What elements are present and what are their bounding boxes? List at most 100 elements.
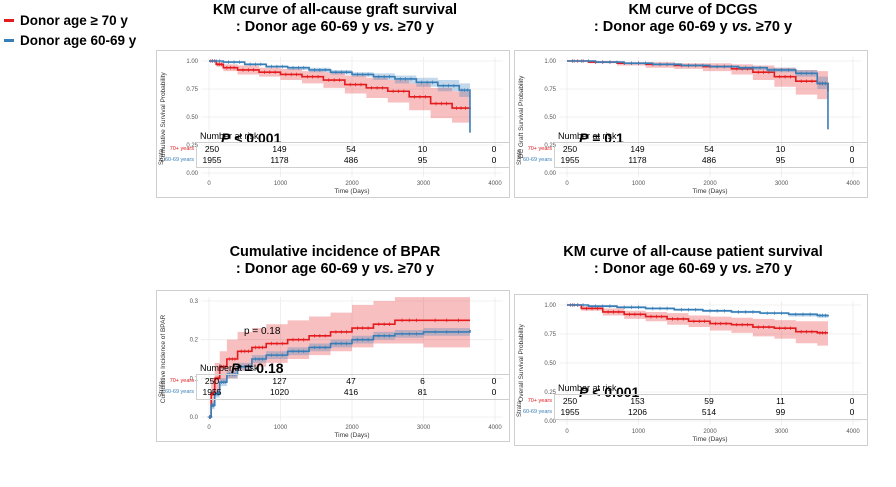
censor-mark xyxy=(456,330,461,334)
censor-mark xyxy=(658,306,662,311)
y-axis-title: DC Graft Survival Probability xyxy=(518,75,525,158)
risk-cell: 0 xyxy=(850,396,855,406)
censor-mark xyxy=(590,306,594,311)
chart-panel-bpar: Cumulative incidence of BPAR: Donor age … xyxy=(156,244,514,442)
x-tick-label: 4000 xyxy=(846,181,860,187)
censor-mark xyxy=(260,357,265,361)
censor-mark xyxy=(232,60,236,64)
x-tick-label: 1000 xyxy=(632,181,646,187)
censor-mark xyxy=(289,72,294,77)
strata-name-0: 70+ years xyxy=(528,146,552,152)
risk-cell-value: 99 xyxy=(775,407,786,417)
censor-mark xyxy=(323,68,327,72)
censor-mark xyxy=(801,312,805,317)
censor-mark xyxy=(722,64,727,69)
chart-title: KM curve of DCGS: Donor age 60-69 y vs. … xyxy=(514,2,872,36)
x-tick-label: 4000 xyxy=(488,181,502,187)
censor-mark xyxy=(654,314,659,319)
censor-mark xyxy=(433,330,437,334)
censor-mark xyxy=(615,60,619,64)
confidence-band xyxy=(209,61,470,97)
x-tick-label: 3000 xyxy=(417,425,431,431)
censor-mark xyxy=(779,68,784,72)
censor-mark xyxy=(810,71,814,76)
censor-mark xyxy=(735,67,739,71)
chart-title-prefix: : Donor age 60-69 y xyxy=(235,19,374,35)
censor-mark xyxy=(454,106,459,110)
censor-mark xyxy=(318,334,322,338)
risk-cell: 10 xyxy=(418,144,427,154)
censor-mark xyxy=(253,62,258,67)
censor-mark xyxy=(233,357,237,361)
risk-cell: 0 xyxy=(492,387,497,397)
censor-mark xyxy=(452,83,456,88)
risk-cell-value: 486 xyxy=(343,155,359,165)
censor-mark xyxy=(402,89,406,94)
x-tick-label: 0 xyxy=(565,181,569,187)
legend-swatch-red xyxy=(4,18,14,22)
censor-mark xyxy=(692,319,696,324)
risk-cell: 486 xyxy=(702,155,716,165)
risk-cell-value: 250 xyxy=(204,376,220,386)
censor-mark xyxy=(751,310,755,314)
censor-mark xyxy=(226,60,231,64)
censor-mark xyxy=(767,70,771,74)
censor-mark xyxy=(214,59,218,63)
risk-cell: 0 xyxy=(850,155,855,165)
censor-mark xyxy=(217,59,222,63)
risk-cell-value: 416 xyxy=(343,387,359,397)
risk-cell: 10 xyxy=(776,144,785,154)
risk-cell: 514 xyxy=(702,407,716,417)
strata-name-1: 60-69 years xyxy=(523,157,552,163)
censor-mark xyxy=(269,64,274,69)
censor-mark xyxy=(465,88,470,92)
strata-name-1: 60-69 years xyxy=(523,409,552,415)
risk-cell-value: 149 xyxy=(630,144,645,154)
risk-table xyxy=(196,142,510,168)
censor-mark xyxy=(296,349,301,354)
risk-cell-value: 0 xyxy=(491,376,497,386)
x-tick-label: 2000 xyxy=(703,181,717,187)
p-value-label: P < 0.001 xyxy=(579,384,639,400)
censor-mark xyxy=(269,341,274,346)
risk-cell: 1178 xyxy=(270,155,288,165)
censor-mark xyxy=(810,329,814,334)
risk-cell: 0 xyxy=(850,144,855,154)
risk-cell-value: 0 xyxy=(491,144,497,154)
censor-mark xyxy=(246,68,251,72)
censor-mark xyxy=(419,80,424,85)
censor-mark xyxy=(697,319,702,324)
censor-mark xyxy=(441,83,445,88)
y-tick-label: 1.00 xyxy=(544,59,556,65)
censor-mark xyxy=(718,321,723,326)
censor-mark xyxy=(334,330,338,334)
risk-cell: 250 xyxy=(563,144,577,154)
censor-mark xyxy=(294,72,299,77)
censor-mark xyxy=(228,65,233,70)
p-value-letter: P xyxy=(579,384,589,400)
censor-mark xyxy=(253,357,258,361)
censor-mark xyxy=(715,309,719,313)
risk-cell-value: 1020 xyxy=(270,387,289,397)
censor-mark xyxy=(275,64,279,69)
y-tick-label: 0.50 xyxy=(544,361,556,367)
censor-mark xyxy=(344,341,349,346)
y-axis-title: Cumulative Incidence of BPAR xyxy=(160,315,167,404)
censor-mark xyxy=(572,59,576,63)
p-value-label: P = 0.18 xyxy=(231,360,284,376)
legend-item-young: Donor age 60-69 y xyxy=(4,30,136,50)
risk-cell-value: 0 xyxy=(849,155,855,165)
censor-mark xyxy=(334,341,338,346)
censor-mark xyxy=(323,345,327,350)
censor-mark xyxy=(724,321,728,326)
censor-mark xyxy=(629,61,634,66)
y-tick-label: 0.2 xyxy=(190,338,199,344)
censor-mark xyxy=(446,83,451,88)
risk-cell: 11 xyxy=(776,396,785,406)
censor-mark xyxy=(382,334,386,338)
censor-mark xyxy=(369,86,374,90)
risk-cell: 54 xyxy=(346,144,355,154)
censor-mark xyxy=(463,106,468,110)
censor-mark xyxy=(799,71,803,76)
censor-mark xyxy=(777,74,782,79)
